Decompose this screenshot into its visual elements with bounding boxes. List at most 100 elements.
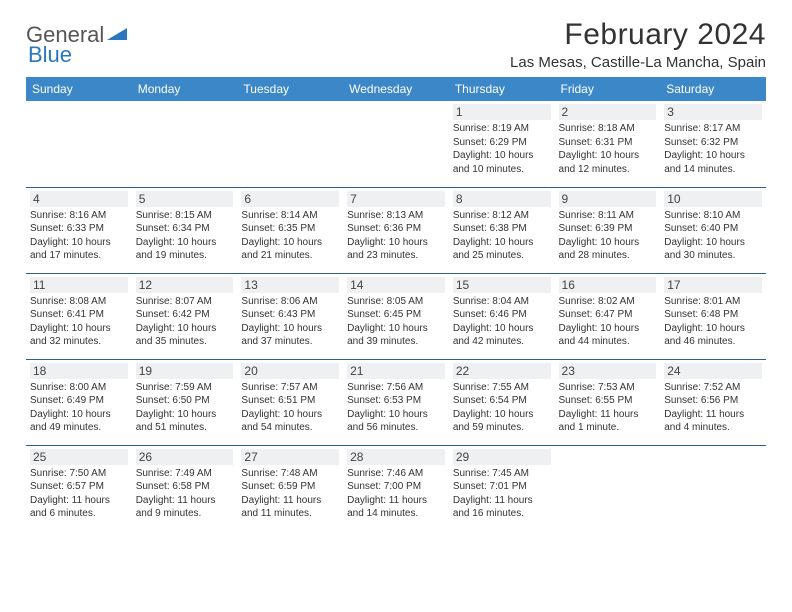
day-number: 1 xyxy=(453,104,551,120)
calendar-day-cell: 11 Sunrise: 8:08 AMSunset: 6:41 PMDayligh… xyxy=(26,273,132,359)
day-number: 29 xyxy=(453,449,551,465)
day-number: 10 xyxy=(664,191,762,207)
calendar-week-row: 18 Sunrise: 8:00 AMSunset: 6:49 PMDayligh… xyxy=(26,359,766,445)
calendar-day-cell: 1 Sunrise: 8:19 AMSunset: 6:29 PMDaylight… xyxy=(449,101,555,187)
calendar-empty-cell xyxy=(660,445,766,531)
day-details: Sunrise: 8:11 AMSunset: 6:39 PMDaylight:… xyxy=(559,209,657,263)
day-details: Sunrise: 8:16 AMSunset: 6:33 PMDaylight:… xyxy=(30,209,128,263)
day-details: Sunrise: 7:53 AMSunset: 6:55 PMDaylight:… xyxy=(559,381,657,435)
calendar-week-row: 1 Sunrise: 8:19 AMSunset: 6:29 PMDaylight… xyxy=(26,101,766,187)
day-header: Saturday xyxy=(660,77,766,101)
calendar-day-cell: 25 Sunrise: 7:50 AMSunset: 6:57 PMDayligh… xyxy=(26,445,132,531)
day-details: Sunrise: 7:46 AMSunset: 7:00 PMDaylight:… xyxy=(347,467,445,521)
calendar-week-row: 25 Sunrise: 7:50 AMSunset: 6:57 PMDayligh… xyxy=(26,445,766,531)
day-details: Sunrise: 7:55 AMSunset: 6:54 PMDaylight:… xyxy=(453,381,551,435)
day-header: Wednesday xyxy=(343,77,449,101)
day-details: Sunrise: 8:06 AMSunset: 6:43 PMDaylight:… xyxy=(241,295,339,349)
day-details: Sunrise: 8:05 AMSunset: 6:45 PMDaylight:… xyxy=(347,295,445,349)
calendar-day-cell: 20 Sunrise: 7:57 AMSunset: 6:51 PMDayligh… xyxy=(237,359,343,445)
day-number: 18 xyxy=(30,363,128,379)
calendar-day-cell: 24Sunrise: 7:52 AMSunset: 6:56 PMDayligh… xyxy=(660,359,766,445)
day-number: 6 xyxy=(241,191,339,207)
day-details: Sunrise: 7:45 AMSunset: 7:01 PMDaylight:… xyxy=(453,467,551,521)
day-details: Sunrise: 8:08 AMSunset: 6:41 PMDaylight:… xyxy=(30,295,128,349)
calendar-day-cell: 3 Sunrise: 8:17 AMSunset: 6:32 PMDaylight… xyxy=(660,101,766,187)
day-number: 15 xyxy=(453,277,551,293)
day-details: Sunrise: 8:18 AMSunset: 6:31 PMDaylight:… xyxy=(559,122,657,176)
day-details: Sunrise: 8:01 AMSunset: 6:48 PMDaylight:… xyxy=(664,295,762,349)
day-details: Sunrise: 7:56 AMSunset: 6:53 PMDaylight:… xyxy=(347,381,445,435)
calendar-empty-cell xyxy=(555,445,661,531)
day-number: 17 xyxy=(664,277,762,293)
calendar-day-cell: 29 Sunrise: 7:45 AMSunset: 7:01 PMDayligh… xyxy=(449,445,555,531)
calendar-day-cell: 18 Sunrise: 8:00 AMSunset: 6:49 PMDayligh… xyxy=(26,359,132,445)
day-details: Sunrise: 8:13 AMSunset: 6:36 PMDaylight:… xyxy=(347,209,445,263)
calendar-week-row: 11 Sunrise: 8:08 AMSunset: 6:41 PMDayligh… xyxy=(26,273,766,359)
day-number: 23 xyxy=(559,363,657,379)
month-title: February 2024 xyxy=(510,18,766,52)
day-header: Thursday xyxy=(449,77,555,101)
day-details: Sunrise: 7:50 AMSunset: 6:57 PMDaylight:… xyxy=(30,467,128,521)
calendar-body: 1 Sunrise: 8:19 AMSunset: 6:29 PMDaylight… xyxy=(26,101,766,531)
day-details: Sunrise: 8:12 AMSunset: 6:38 PMDaylight:… xyxy=(453,209,551,263)
day-details: Sunrise: 8:15 AMSunset: 6:34 PMDaylight:… xyxy=(136,209,234,263)
day-number: 12 xyxy=(136,277,234,293)
day-details: Sunrise: 8:00 AMSunset: 6:49 PMDaylight:… xyxy=(30,381,128,435)
day-details: Sunrise: 8:10 AMSunset: 6:40 PMDaylight:… xyxy=(664,209,762,263)
header: General February 2024 Las Mesas, Castill… xyxy=(26,18,766,71)
calendar-day-cell: 27 Sunrise: 7:48 AMSunset: 6:59 PMDayligh… xyxy=(237,445,343,531)
day-number: 8 xyxy=(453,191,551,207)
day-number: 27 xyxy=(241,449,339,465)
day-number: 3 xyxy=(664,104,762,120)
calendar-day-cell: 16 Sunrise: 8:02 AMSunset: 6:47 PMDayligh… xyxy=(555,273,661,359)
day-details: Sunrise: 8:04 AMSunset: 6:46 PMDaylight:… xyxy=(453,295,551,349)
calendar-page: General February 2024 Las Mesas, Castill… xyxy=(0,0,792,551)
calendar-day-cell: 7Sunrise: 8:13 AMSunset: 6:36 PMDaylight… xyxy=(343,187,449,273)
day-header: Tuesday xyxy=(237,77,343,101)
calendar-day-cell: 14 Sunrise: 8:05 AMSunset: 6:45 PMDayligh… xyxy=(343,273,449,359)
calendar-week-row: 4 Sunrise: 8:16 AMSunset: 6:33 PMDaylight… xyxy=(26,187,766,273)
day-number: 26 xyxy=(136,449,234,465)
day-details: Sunrise: 8:19 AMSunset: 6:29 PMDaylight:… xyxy=(453,122,551,176)
calendar-day-cell: 13 Sunrise: 8:06 AMSunset: 6:43 PMDayligh… xyxy=(237,273,343,359)
calendar-day-cell: 2Sunrise: 8:18 AMSunset: 6:31 PMDaylight… xyxy=(555,101,661,187)
day-number: 4 xyxy=(30,191,128,207)
day-details: Sunrise: 8:07 AMSunset: 6:42 PMDaylight:… xyxy=(136,295,234,349)
calendar-empty-cell xyxy=(237,101,343,187)
day-details: Sunrise: 8:14 AMSunset: 6:35 PMDaylight:… xyxy=(241,209,339,263)
day-number: 13 xyxy=(241,277,339,293)
title-block: February 2024 Las Mesas, Castille-La Man… xyxy=(510,18,766,71)
day-details: Sunrise: 7:49 AMSunset: 6:58 PMDaylight:… xyxy=(136,467,234,521)
location: Las Mesas, Castille-La Mancha, Spain xyxy=(510,54,766,71)
calendar-day-cell: 22Sunrise: 7:55 AMSunset: 6:54 PMDayligh… xyxy=(449,359,555,445)
day-details: Sunrise: 7:57 AMSunset: 6:51 PMDaylight:… xyxy=(241,381,339,435)
day-number: 21 xyxy=(347,363,445,379)
day-details: Sunrise: 8:02 AMSunset: 6:47 PMDaylight:… xyxy=(559,295,657,349)
day-number: 14 xyxy=(347,277,445,293)
brand-triangle-icon xyxy=(107,22,129,48)
day-details: Sunrise: 8:17 AMSunset: 6:32 PMDaylight:… xyxy=(664,122,762,176)
day-number: 28 xyxy=(347,449,445,465)
calendar-day-cell: 28 Sunrise: 7:46 AMSunset: 7:00 PMDayligh… xyxy=(343,445,449,531)
calendar-day-cell: 17 Sunrise: 8:01 AMSunset: 6:48 PMDayligh… xyxy=(660,273,766,359)
calendar-day-cell: 4 Sunrise: 8:16 AMSunset: 6:33 PMDaylight… xyxy=(26,187,132,273)
calendar-day-cell: 5 Sunrise: 8:15 AMSunset: 6:34 PMDaylight… xyxy=(132,187,238,273)
day-number: 11 xyxy=(30,277,128,293)
calendar-empty-cell xyxy=(132,101,238,187)
calendar-day-cell: 6 Sunrise: 8:14 AMSunset: 6:35 PMDaylight… xyxy=(237,187,343,273)
calendar-empty-cell xyxy=(26,101,132,187)
day-details: Sunrise: 7:48 AMSunset: 6:59 PMDaylight:… xyxy=(241,467,339,521)
calendar-day-cell: 10 Sunrise: 8:10 AMSunset: 6:40 PMDayligh… xyxy=(660,187,766,273)
day-number: 25 xyxy=(30,449,128,465)
calendar-day-cell: 8 Sunrise: 8:12 AMSunset: 6:38 PMDaylight… xyxy=(449,187,555,273)
calendar-day-cell: 9 Sunrise: 8:11 AMSunset: 6:39 PMDaylight… xyxy=(555,187,661,273)
day-number: 19 xyxy=(136,363,234,379)
day-header: Friday xyxy=(555,77,661,101)
day-details: Sunrise: 7:59 AMSunset: 6:50 PMDaylight:… xyxy=(136,381,234,435)
day-number: 16 xyxy=(559,277,657,293)
calendar-day-cell: 15 Sunrise: 8:04 AMSunset: 6:46 PMDayligh… xyxy=(449,273,555,359)
brand-part2: Blue xyxy=(28,42,72,68)
day-number: 9 xyxy=(559,191,657,207)
day-number: 5 xyxy=(136,191,234,207)
day-number: 20 xyxy=(241,363,339,379)
